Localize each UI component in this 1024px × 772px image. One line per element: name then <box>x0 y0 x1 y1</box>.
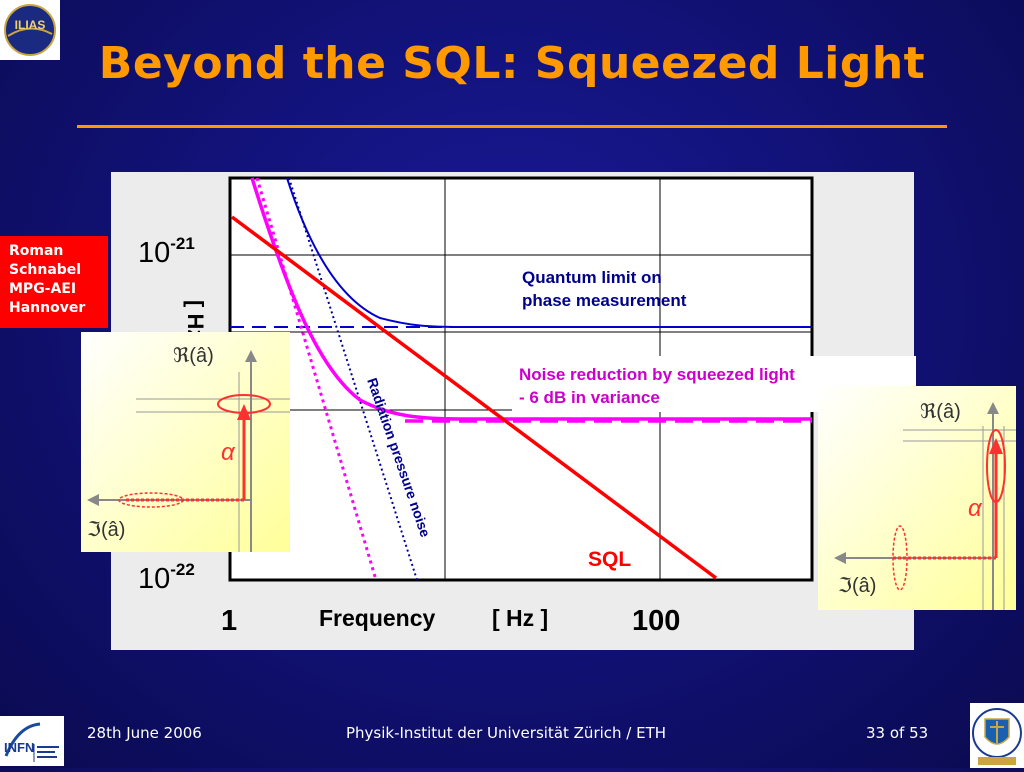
phasor-diagram-right: ℜ(â) ℑ(â) α <box>818 386 1016 610</box>
alpha-label: α <box>968 495 983 522</box>
svg-text:INFN: INFN <box>4 740 34 755</box>
imag-axis-label: ℑ(â) <box>87 519 125 541</box>
footer-institute: Physik-Institut der Universität Zürich /… <box>346 724 667 742</box>
sql-line <box>230 215 718 580</box>
ilias-logo: ILIAS <box>0 0 60 60</box>
infn-logo: INFN <box>0 716 64 766</box>
squeezed-noise-curve <box>250 177 812 421</box>
y-tick-bottom: 10-22 <box>138 560 195 595</box>
real-axis-label: ℜ(â) <box>173 345 214 367</box>
footer-date: 28th June 2006 <box>87 724 202 742</box>
sql-label: SQL <box>588 548 631 571</box>
slide-title: Beyond the SQL: Squeezed Light <box>98 38 926 89</box>
real-axis-label: ℜ(â) <box>920 401 961 423</box>
author-line: MPG-AEI <box>9 281 77 297</box>
noise-reduction-label: Noise reduction by squeezed light <box>519 365 795 384</box>
x-tick-right: 100 <box>632 605 680 637</box>
svg-text:ILIAS: ILIAS <box>15 18 46 32</box>
quantum-limit-label-2: phase measurement <box>522 291 687 310</box>
x-axis-unit: [ Hz ] <box>492 605 548 631</box>
footer-page-number: 33 of 53 <box>866 724 929 742</box>
quantum-limit-label: Quantum limit on <box>522 268 662 287</box>
noise-reduction-label-2: - 6 dB in variance <box>519 388 660 407</box>
author-line: Roman <box>9 243 64 259</box>
alpha-label: α <box>221 439 236 466</box>
title-underline <box>77 125 947 128</box>
radiation-pressure-line <box>288 177 418 581</box>
phasor-diagram-left: ℜ(â) ℑ(â) α <box>81 332 290 552</box>
university-crest-logo <box>970 703 1024 768</box>
imag-axis-label: ℑ(â) <box>838 575 876 597</box>
author-line: Schnabel <box>9 262 82 278</box>
x-tick-left: 1 <box>221 605 237 637</box>
author-line: Hannover <box>9 300 86 316</box>
y-tick-top: 10-21 <box>138 234 195 269</box>
x-axis-label: Frequency <box>319 605 436 631</box>
author-box: Roman Schnabel MPG-AEI Hannover <box>0 236 108 328</box>
